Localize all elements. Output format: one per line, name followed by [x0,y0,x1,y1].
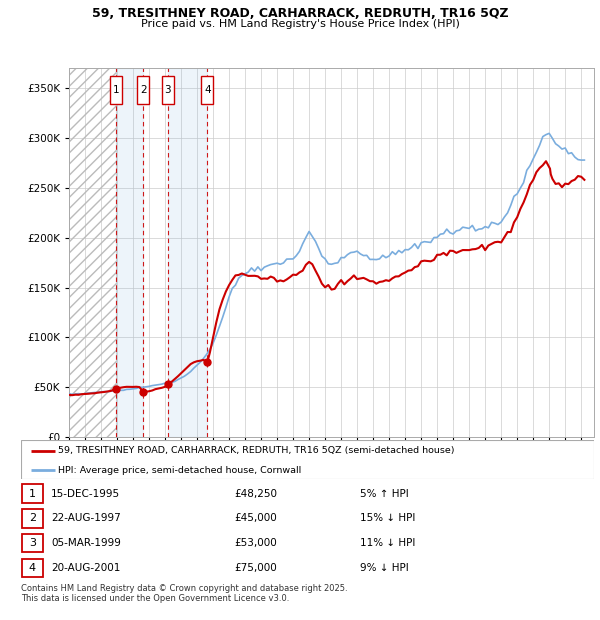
Bar [168,68,207,437]
FancyBboxPatch shape [22,534,43,552]
Text: HPI: Average price, semi-detached house, Cornwall: HPI: Average price, semi-detached house,… [58,466,301,475]
Text: 15-DEC-1995: 15-DEC-1995 [51,489,120,498]
Text: £75,000: £75,000 [234,563,277,573]
Text: 59, TRESITHNEY ROAD, CARHARRACK, REDRUTH, TR16 5QZ: 59, TRESITHNEY ROAD, CARHARRACK, REDRUTH… [92,7,508,20]
Text: 4: 4 [204,85,211,95]
Text: 20-AUG-2001: 20-AUG-2001 [51,563,121,573]
Bar [69,68,116,437]
FancyBboxPatch shape [22,509,43,528]
Text: £48,250: £48,250 [234,489,277,498]
FancyBboxPatch shape [201,76,214,104]
Text: 1: 1 [29,489,36,498]
FancyBboxPatch shape [162,76,174,104]
Text: 05-MAR-1999: 05-MAR-1999 [51,538,121,548]
Text: 1: 1 [113,85,119,95]
Text: 9% ↓ HPI: 9% ↓ HPI [360,563,409,573]
FancyBboxPatch shape [22,559,43,577]
Text: 11% ↓ HPI: 11% ↓ HPI [360,538,415,548]
FancyBboxPatch shape [137,76,149,104]
Text: 5% ↑ HPI: 5% ↑ HPI [360,489,409,498]
Bar [116,68,143,437]
Text: Contains HM Land Registry data © Crown copyright and database right 2025.
This d: Contains HM Land Registry data © Crown c… [21,584,347,603]
Text: 2: 2 [29,513,36,523]
Text: £45,000: £45,000 [234,513,277,523]
Text: 3: 3 [164,85,171,95]
FancyBboxPatch shape [110,76,122,104]
Text: 3: 3 [29,538,36,548]
Text: 59, TRESITHNEY ROAD, CARHARRACK, REDRUTH, TR16 5QZ (semi-detached house): 59, TRESITHNEY ROAD, CARHARRACK, REDRUTH… [58,446,455,455]
Text: 22-AUG-1997: 22-AUG-1997 [51,513,121,523]
Text: 15% ↓ HPI: 15% ↓ HPI [360,513,415,523]
Text: Price paid vs. HM Land Registry's House Price Index (HPI): Price paid vs. HM Land Registry's House … [140,19,460,29]
Text: 2: 2 [140,85,146,95]
Text: £53,000: £53,000 [234,538,277,548]
FancyBboxPatch shape [22,484,43,503]
Text: 4: 4 [29,563,36,573]
